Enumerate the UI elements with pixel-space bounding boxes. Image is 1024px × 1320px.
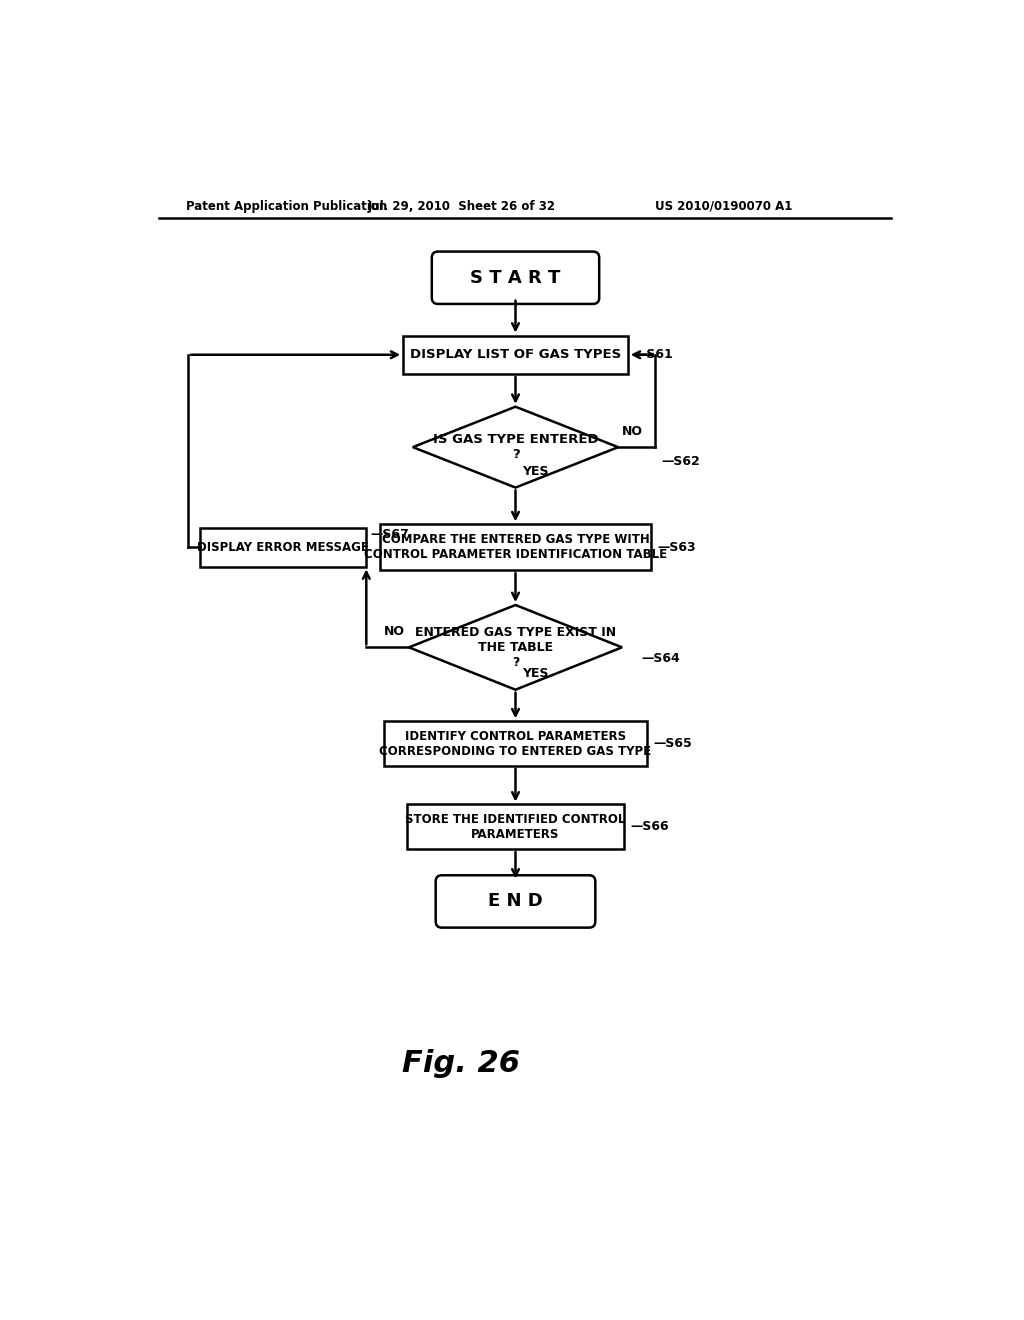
Text: NO: NO: [384, 626, 406, 638]
Text: ENTERED GAS TYPE EXIST IN
THE TABLE
?: ENTERED GAS TYPE EXIST IN THE TABLE ?: [415, 626, 616, 669]
Text: IS GAS TYPE ENTERED
?: IS GAS TYPE ENTERED ?: [433, 433, 598, 461]
Text: —S62: —S62: [662, 455, 700, 467]
Text: YES: YES: [521, 668, 548, 681]
Text: Jul. 29, 2010  Sheet 26 of 32: Jul. 29, 2010 Sheet 26 of 32: [368, 199, 555, 213]
Text: US 2010/0190070 A1: US 2010/0190070 A1: [655, 199, 793, 213]
Text: —S61: —S61: [634, 348, 673, 362]
Text: —S67: —S67: [371, 528, 409, 541]
Bar: [407, 804, 624, 849]
Text: S T A R T: S T A R T: [470, 269, 561, 286]
Bar: [384, 721, 647, 766]
Text: —S63: —S63: [657, 541, 696, 554]
Bar: [380, 524, 651, 570]
Text: DISPLAY ERROR MESSAGE: DISPLAY ERROR MESSAGE: [197, 541, 369, 554]
FancyBboxPatch shape: [435, 875, 595, 928]
Text: E N D: E N D: [488, 892, 543, 911]
Text: COMPARE THE ENTERED GAS TYPE WITH
CONTROL PARAMETER IDENTIFICATION TABLE: COMPARE THE ENTERED GAS TYPE WITH CONTRO…: [364, 533, 667, 561]
Polygon shape: [409, 605, 622, 689]
Text: DISPLAY LIST OF GAS TYPES: DISPLAY LIST OF GAS TYPES: [410, 348, 622, 362]
Polygon shape: [413, 407, 618, 487]
Text: —S64: —S64: [641, 652, 680, 665]
Bar: [200, 528, 367, 566]
FancyBboxPatch shape: [432, 252, 599, 304]
Text: Fig. 26: Fig. 26: [402, 1048, 520, 1077]
Text: —S66: —S66: [630, 820, 669, 833]
Text: YES: YES: [521, 466, 548, 478]
Text: —S65: —S65: [653, 737, 692, 750]
Text: NO: NO: [622, 425, 643, 438]
Text: Patent Application Publication: Patent Application Publication: [186, 199, 387, 213]
Text: IDENTIFY CONTROL PARAMETERS
CORRESPONDING TO ENTERED GAS TYPE: IDENTIFY CONTROL PARAMETERS CORRESPONDIN…: [380, 730, 651, 758]
Bar: [403, 335, 628, 374]
Text: STORE THE IDENTIFIED CONTROL
PARAMETERS: STORE THE IDENTIFIED CONTROL PARAMETERS: [406, 813, 626, 841]
